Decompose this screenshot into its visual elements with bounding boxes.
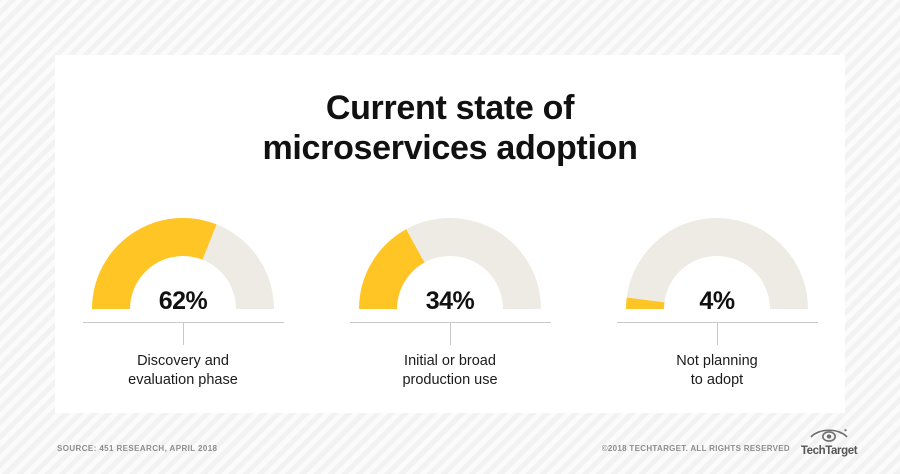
gauge-baseline-rule [82, 322, 284, 323]
gauge-group: 62% Discovery and evaluation phase 34% I… [55, 205, 845, 390]
caption-line-2: to adopt [690, 371, 744, 388]
gauge-value-0 [92, 218, 217, 309]
gauge-value-label-0: 62% [158, 287, 208, 315]
logo-wordmark: TechTarget [800, 445, 858, 457]
gauge-chart-2: 4% [593, 205, 841, 318]
gauge-chart-1: 34% [326, 205, 574, 318]
caption-line-1: Discovery and [137, 353, 229, 369]
gauge-item: 34% Initial or broad production use [326, 205, 574, 390]
gauge-baseline-rule [616, 322, 818, 323]
eye-icon [810, 429, 848, 442]
gauge-value-2 [626, 297, 665, 309]
gauge-leader-tick [182, 323, 184, 345]
gauge-chart-0: 62% [59, 205, 307, 318]
caption-line-2: production use [402, 371, 498, 388]
gauge-baseline-rule [349, 322, 551, 323]
gauge-caption-0: Discovery and evaluation phase [59, 352, 307, 390]
title-line-2: microservices adoption [262, 129, 638, 168]
title-line-1: Current state of [325, 89, 575, 127]
gauge-item: 4% Not planning to adopt [593, 205, 841, 390]
gauge-caption-2: Not planning to adopt [593, 352, 841, 390]
gauge-caption-1: Initial or broad production use [326, 352, 574, 390]
techtarget-logo: TechTarget [798, 426, 860, 457]
caption-line-1: Initial or broad [404, 353, 496, 369]
infographic-card: Current state of microservices adoption … [55, 55, 845, 413]
gauge-track-2 [626, 218, 808, 309]
source-attribution: SOURCE: 451 RESEARCH, APRIL 2018 [57, 444, 218, 453]
caption-line-2: evaluation phase [128, 371, 238, 388]
gauge-value-label-2: 4% [699, 287, 735, 315]
gauge-leader-tick [449, 323, 451, 345]
gauge-arc-svg-0 [92, 218, 274, 309]
gauge-leader-tick [716, 323, 718, 345]
gauge-arc-svg-2 [626, 218, 808, 309]
page-title: Current state of microservices adoption [55, 88, 845, 168]
gauge-item: 62% Discovery and evaluation phase [59, 205, 307, 390]
gauge-value-1 [359, 229, 425, 309]
gauge-value-label-1: 34% [425, 287, 475, 315]
caption-line-1: Not planning [676, 353, 758, 369]
gauge-arc-svg-1 [359, 218, 541, 309]
copyright-notice: ©2018 TECHTARGET. ALL RIGHTS RESERVED [601, 444, 790, 453]
footer: SOURCE: 451 RESEARCH, APRIL 2018 ©2018 T… [0, 429, 900, 474]
